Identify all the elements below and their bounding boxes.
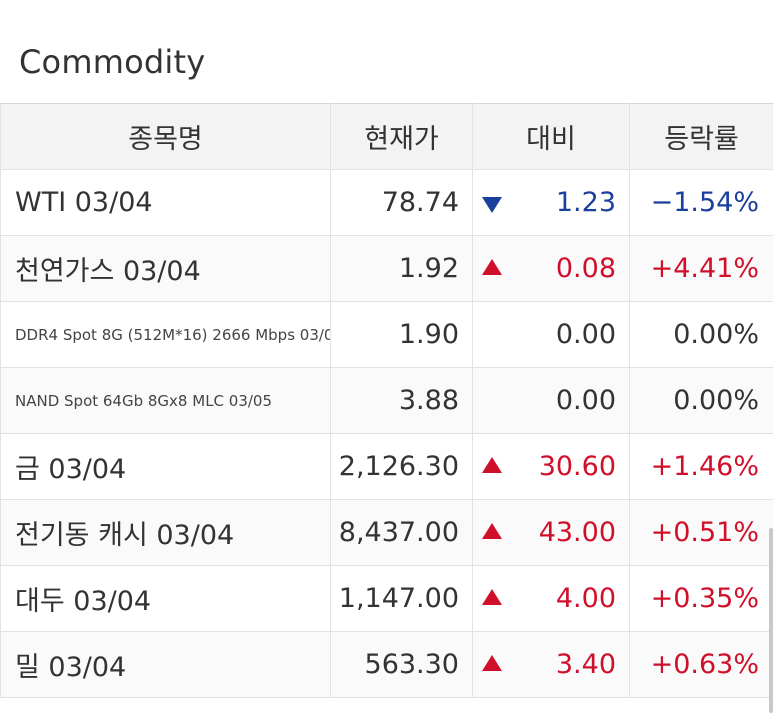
change-value: 30.60 (538, 451, 616, 482)
commodity-name[interactable]: 대두 03/04 (0, 565, 331, 632)
triangle-up-icon (482, 522, 502, 539)
commodity-name[interactable]: 밀 03/04 (0, 631, 331, 698)
change-value: 0.00 (555, 319, 616, 350)
table-row[interactable]: 밀 03/04 563.30 3.40 +0.63% (0, 631, 773, 698)
table-row[interactable]: 전기동 캐시 03/04 8,437.00 43.00 +0.51% (0, 499, 773, 566)
change-value: 0.00 (555, 385, 616, 416)
commodity-name[interactable]: 전기동 캐시 03/04 (0, 499, 331, 566)
current-price: 563.30 (330, 631, 473, 698)
table-row[interactable]: 천연가스 03/04 1.92 0.08 +4.41% (0, 235, 773, 302)
header-change: 대비 (472, 103, 630, 170)
change-rate: 0.00% (629, 301, 773, 368)
current-price: 1,147.00 (330, 565, 473, 632)
change-value: 1.23 (555, 187, 616, 218)
commodity-name[interactable]: DDR4 Spot 8G (512M*16) 2666 Mbps 03/05 (0, 301, 331, 368)
header-rate: 등락률 (629, 103, 773, 170)
change-cell: 0.00 (472, 367, 630, 434)
current-price: 2,126.30 (330, 433, 473, 500)
table-header-row: 종목명 현재가 대비 등락률 (0, 103, 773, 170)
header-name: 종목명 (0, 103, 331, 170)
change-rate: +0.51% (629, 499, 773, 566)
change-cell: 3.40 (472, 631, 630, 698)
change-cell: 4.00 (472, 565, 630, 632)
table-row[interactable]: 금 03/04 2,126.30 30.60 +1.46% (0, 433, 773, 500)
commodity-name[interactable]: NAND Spot 64Gb 8Gx8 MLC 03/05 (0, 367, 331, 434)
change-cell: 43.00 (472, 499, 630, 566)
change-rate: 0.00% (629, 367, 773, 434)
change-cell: 30.60 (472, 433, 630, 500)
change-rate: +0.63% (629, 631, 773, 698)
commodity-table: 종목명 현재가 대비 등락률 WTI 03/04 78.74 1.23 −1.5… (0, 103, 773, 698)
change-cell: 1.23 (472, 169, 630, 236)
change-value: 43.00 (538, 517, 616, 548)
triangle-up-icon (482, 456, 502, 473)
table-row[interactable]: WTI 03/04 78.74 1.23 −1.54% (0, 169, 773, 236)
change-cell: 0.08 (472, 235, 630, 302)
change-rate: −1.54% (629, 169, 773, 236)
header-price: 현재가 (330, 103, 473, 170)
triangle-up-icon (482, 588, 502, 605)
change-rate: +4.41% (629, 235, 773, 302)
scrollbar[interactable] (769, 528, 773, 713)
current-price: 8,437.00 (330, 499, 473, 566)
change-value: 3.40 (555, 649, 616, 680)
commodity-name[interactable]: 금 03/04 (0, 433, 331, 500)
commodity-name[interactable]: WTI 03/04 (0, 169, 331, 236)
triangle-up-icon (482, 654, 502, 671)
change-rate: +1.46% (629, 433, 773, 500)
change-value: 4.00 (555, 583, 616, 614)
change-value: 0.08 (555, 253, 616, 284)
current-price: 1.90 (330, 301, 473, 368)
change-cell: 0.00 (472, 301, 630, 368)
current-price: 78.74 (330, 169, 473, 236)
table-row[interactable]: DDR4 Spot 8G (512M*16) 2666 Mbps 03/05 1… (0, 301, 773, 368)
table-row[interactable]: 대두 03/04 1,147.00 4.00 +0.35% (0, 565, 773, 632)
current-price: 1.92 (330, 235, 473, 302)
commodity-name[interactable]: 천연가스 03/04 (0, 235, 331, 302)
section-title: Commodity (19, 43, 206, 81)
current-price: 3.88 (330, 367, 473, 434)
table-row[interactable]: NAND Spot 64Gb 8Gx8 MLC 03/05 3.88 0.00 … (0, 367, 773, 434)
triangle-down-icon (482, 196, 502, 213)
change-rate: +0.35% (629, 565, 773, 632)
triangle-up-icon (482, 258, 502, 275)
